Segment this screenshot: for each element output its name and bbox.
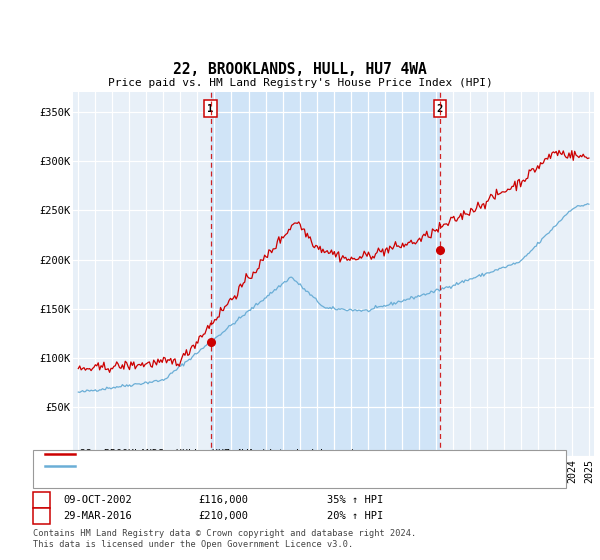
Text: 1: 1 bbox=[208, 104, 214, 114]
Text: 1: 1 bbox=[38, 495, 44, 505]
Text: 20% ↑ HPI: 20% ↑ HPI bbox=[327, 511, 383, 521]
Text: This data is licensed under the Open Government Licence v3.0.: This data is licensed under the Open Gov… bbox=[33, 540, 353, 549]
Text: 22, BROOKLANDS, HULL, HU7 4WA: 22, BROOKLANDS, HULL, HU7 4WA bbox=[173, 62, 427, 77]
Text: 22, BROOKLANDS, HULL, HU7 4WA (detached house): 22, BROOKLANDS, HULL, HU7 4WA (detached … bbox=[80, 449, 356, 459]
Text: 09-OCT-2002: 09-OCT-2002 bbox=[63, 495, 132, 505]
Text: 29-MAR-2016: 29-MAR-2016 bbox=[63, 511, 132, 521]
Text: 35% ↑ HPI: 35% ↑ HPI bbox=[327, 495, 383, 505]
Bar bbox=[211, 92, 440, 456]
Text: £210,000: £210,000 bbox=[198, 511, 248, 521]
Text: 2: 2 bbox=[38, 511, 44, 521]
Text: Price paid vs. HM Land Registry's House Price Index (HPI): Price paid vs. HM Land Registry's House … bbox=[107, 78, 493, 88]
Text: 2: 2 bbox=[437, 104, 443, 114]
Text: HPI: Average price, detached house, City of Kingston upon Hull: HPI: Average price, detached house, City… bbox=[80, 461, 452, 471]
Text: £116,000: £116,000 bbox=[198, 495, 248, 505]
Text: Contains HM Land Registry data © Crown copyright and database right 2024.: Contains HM Land Registry data © Crown c… bbox=[33, 530, 416, 539]
